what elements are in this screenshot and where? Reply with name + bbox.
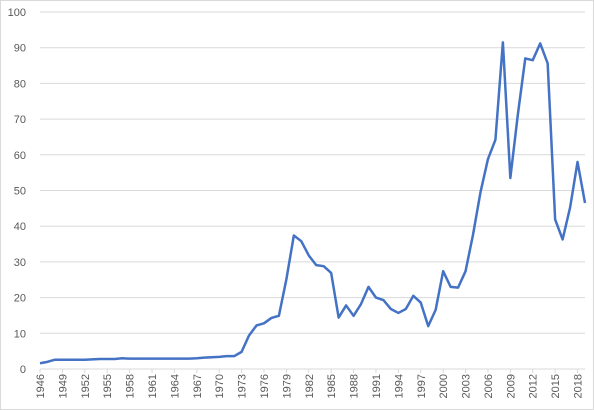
x-tick-label: 1955 <box>102 374 114 398</box>
y-tick-label: 30 <box>14 257 26 269</box>
x-tick-label: 1970 <box>214 374 226 398</box>
x-tick-label: 1949 <box>57 374 69 398</box>
x-tick-label: 1997 <box>416 374 428 398</box>
x-tick-label: 2009 <box>505 374 517 398</box>
x-tick-label: 1976 <box>259 374 271 398</box>
y-tick-label: 20 <box>14 293 26 305</box>
x-tick-label: 1946 <box>35 374 47 398</box>
x-tick-label: 1994 <box>393 374 405 398</box>
x-tick-label: 1991 <box>371 374 383 398</box>
x-tick-label: 2018 <box>573 374 585 398</box>
x-tick-label: 1952 <box>80 374 92 398</box>
y-tick-label: 40 <box>14 221 26 233</box>
x-tick-label: 2000 <box>438 374 450 398</box>
y-tick-label: 50 <box>14 186 26 198</box>
x-tick-label: 2015 <box>550 374 562 398</box>
x-tick-label: 1973 <box>237 374 249 398</box>
y-tick-label: 10 <box>14 328 26 340</box>
y-tick-label: 90 <box>14 43 26 55</box>
x-tick-label: 1961 <box>147 374 159 398</box>
data-line <box>39 41 587 365</box>
x-tick-label: 1982 <box>304 374 316 398</box>
y-tick-label: 60 <box>14 150 26 162</box>
y-tick-label: 0 <box>20 364 26 376</box>
x-tick-label: 2006 <box>483 374 495 398</box>
x-tick-label: 2003 <box>461 374 473 398</box>
x-tick-label: 1964 <box>169 374 181 398</box>
x-tick-label: 1988 <box>349 374 361 398</box>
x-tick-label: 1985 <box>326 374 338 398</box>
x-tick-label: 1958 <box>125 374 137 398</box>
x-tick-label: 2012 <box>528 374 540 398</box>
y-tick-label: 100 <box>8 7 26 19</box>
y-tick-label: 70 <box>14 114 26 126</box>
x-tick-label: 1979 <box>281 374 293 398</box>
y-tick-label: 80 <box>14 78 26 90</box>
x-tick-label: 1967 <box>192 374 204 398</box>
